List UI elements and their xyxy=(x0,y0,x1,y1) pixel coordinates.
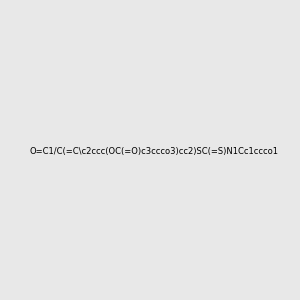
Text: O=C1/C(=C\c2ccc(OC(=O)c3ccco3)cc2)SC(=S)N1Cc1ccco1: O=C1/C(=C\c2ccc(OC(=O)c3ccco3)cc2)SC(=S)… xyxy=(29,147,278,156)
